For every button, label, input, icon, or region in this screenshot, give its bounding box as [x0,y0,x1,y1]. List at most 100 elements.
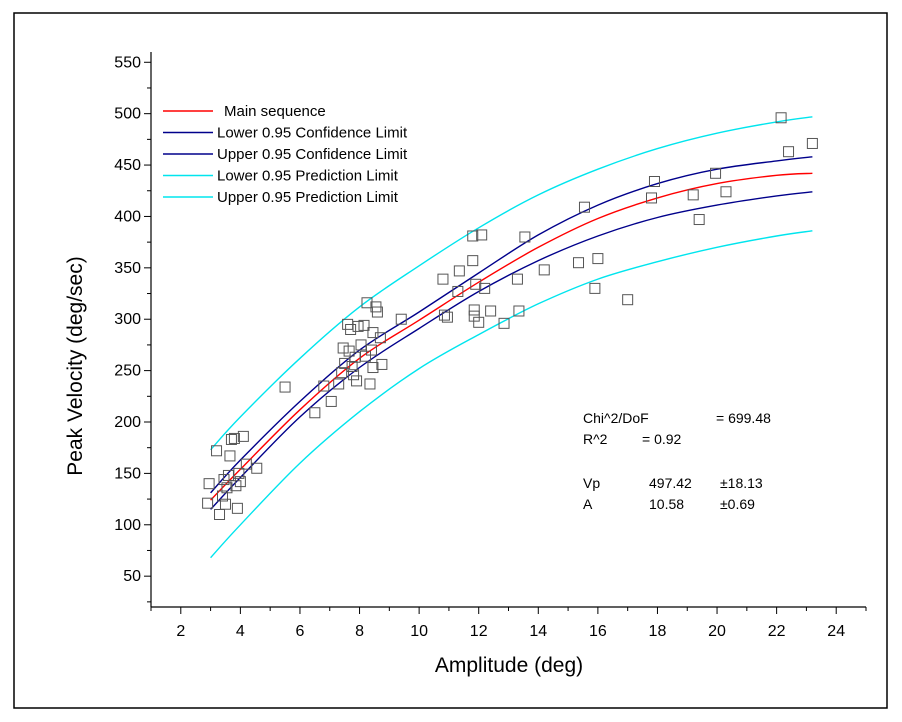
y-tick-label: 350 [114,260,141,277]
data-point [318,380,330,392]
chi-label: Chi^2/DoF [583,410,649,426]
data-point [361,297,373,309]
data-point [395,313,407,325]
chart-points [202,112,818,520]
data-point [360,350,371,362]
legend-label: Lower 0.95 Confidence Limit [217,125,408,142]
data-point [470,278,482,290]
y-tick-label: 100 [114,517,141,534]
data-point [479,282,491,294]
x-tick-label: 14 [529,623,547,640]
data-point [589,282,601,294]
vp-error: ±18.13 [720,475,763,491]
data-point [476,229,488,241]
series-line-4 [210,230,813,559]
data-point [251,462,263,474]
data-point [519,231,531,243]
data-point [346,361,358,372]
data-point [225,433,237,445]
x-axis-label: Amplitude (deg) [435,654,583,677]
vp-label: Vp [583,475,600,491]
data-point [364,378,376,390]
y-tick-label: 150 [114,465,141,482]
data-point [646,192,657,204]
series-line-1 [210,172,813,501]
data-point [231,502,243,514]
data-point [211,445,223,457]
data-point [710,167,722,179]
data-point [234,476,246,488]
data-point [351,375,363,387]
y-tick-label: 400 [114,208,141,225]
data-point [325,395,337,407]
data-point [437,273,449,285]
chart-axes: 2 4 6 8 10 12 14 16 18 20 22 2450100150200250300350… [114,52,867,640]
y-tick-label: 450 [114,157,141,174]
legend-label: Upper 0.95 Prediction Limit [217,189,399,206]
data-point [233,467,245,479]
data-point [352,320,364,332]
data-point [511,273,523,285]
data-point [453,265,465,277]
data-point [358,319,370,331]
data-point [467,255,479,267]
chart-border [13,12,888,709]
legend-label: Upper 0.95 Confidence Limit [217,146,408,163]
data-point [441,311,453,323]
data-point [468,304,480,316]
data-point [237,430,249,442]
data-point [336,367,348,379]
r2-value: = 0.92 [642,431,682,447]
data-point [438,309,450,321]
series-line-5 [210,116,813,451]
x-tick-label: 18 [649,623,667,640]
y-tick-label: 300 [114,311,141,328]
chart-legend: Main sequence Lower 0.95 Confidence Limit… [163,103,408,206]
x-tick-label: 10 [410,623,428,640]
data-point [452,285,464,297]
vp-value: 497.42 [649,475,692,491]
data-point [365,344,377,356]
x-tick-label: 22 [768,623,786,640]
series-line-3 [210,156,813,494]
chi-value: = 699.48 [716,410,771,426]
data-point [203,478,215,490]
data-point [218,474,230,486]
data-point [783,146,795,158]
data-point [337,342,349,354]
data-point [217,490,228,502]
series-line-2 [210,191,813,510]
data-point [467,230,479,242]
chart-curves [210,116,813,559]
data-point [202,497,214,509]
y-tick-label: 500 [114,106,141,123]
data-point [806,137,818,149]
data-point [224,450,236,462]
x-tick-label: 8 [355,623,364,640]
data-point [693,214,705,226]
data-point [687,189,699,201]
data-point [720,186,732,198]
data-point [309,407,321,419]
y-tick-label: 50 [123,568,141,585]
r2-label: R^2 [583,431,608,447]
data-point [339,357,351,369]
x-tick-label: 20 [708,623,726,640]
y-tick-label: 550 [114,54,141,71]
legend-label: Main sequence [224,103,326,120]
data-point [498,317,510,329]
data-point [473,316,485,328]
data-point [219,498,231,510]
data-point [374,332,386,344]
data-point [573,257,585,269]
data-point [214,509,226,520]
x-tick-label: 2 [176,623,185,640]
data-point [228,432,240,444]
y-axis-label: Peak Velocity (deg/sec) [64,256,87,475]
y-tick-label: 200 [114,414,141,431]
data-point [376,358,388,370]
data-point [221,482,233,494]
data-point [367,362,379,374]
data-point [371,306,383,318]
